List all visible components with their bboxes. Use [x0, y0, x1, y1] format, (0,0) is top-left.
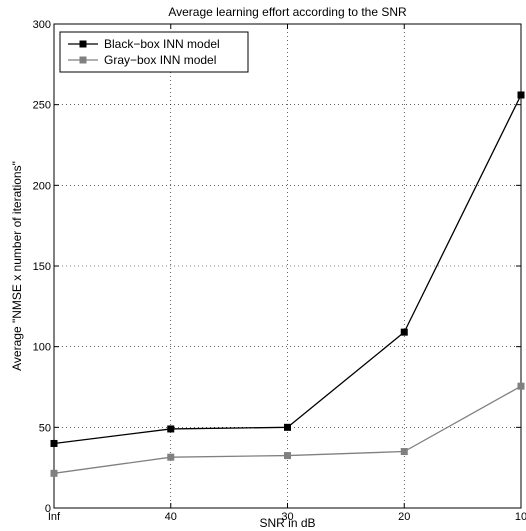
legend-label: Gray−box INN model — [104, 53, 216, 67]
legend-box — [59, 31, 249, 73]
y-tick-label: 50 — [39, 422, 51, 434]
y-tick-label: 250 — [33, 100, 51, 112]
data-point — [167, 425, 175, 433]
x-axis-label: SNR in dB — [259, 516, 315, 530]
y-tick-label: 200 — [33, 180, 51, 192]
data-point — [517, 382, 525, 390]
data-point — [167, 453, 175, 461]
y-tick-label: 100 — [33, 342, 51, 354]
x-tick-label: 40 — [165, 511, 177, 523]
legend-entry-2: Gray−box INN model — [68, 53, 216, 67]
data-point — [284, 423, 291, 431]
legend: Black−box INN model Gray−box INN model — [59, 31, 249, 73]
series-2 — [50, 382, 525, 477]
x-tick-label: Inf — [48, 511, 61, 523]
y-tick-label: 300 — [33, 19, 51, 31]
x-tick-label: 20 — [398, 511, 410, 523]
data-point — [50, 469, 58, 477]
chart-title: Average learning effort according to the… — [168, 5, 407, 19]
x-tick-label: 30 — [281, 511, 293, 523]
legend-label: Black−box INN model — [104, 37, 220, 51]
y-tick-label: 0 — [45, 503, 51, 515]
legend-marker — [79, 40, 87, 48]
legend-entry-1: Black−box INN model — [68, 37, 220, 51]
y-tick-label: 150 — [33, 261, 51, 273]
grid-lines — [54, 24, 521, 508]
data-point — [400, 448, 408, 456]
data-point — [517, 91, 525, 99]
data-point — [400, 328, 408, 336]
x-tick-label: 10 — [515, 511, 526, 523]
data-point — [50, 439, 58, 447]
series-1 — [50, 91, 525, 447]
legend-marker — [79, 56, 87, 64]
series-line — [53, 94, 522, 445]
y-axis-label: Average "NMSE x number of iterations" — [10, 161, 24, 371]
series-layer — [50, 91, 525, 477]
data-point — [284, 452, 291, 460]
axis-ticks: 0 50 100 150 200 250 300 Inf 40 30 20 10 — [33, 19, 526, 523]
